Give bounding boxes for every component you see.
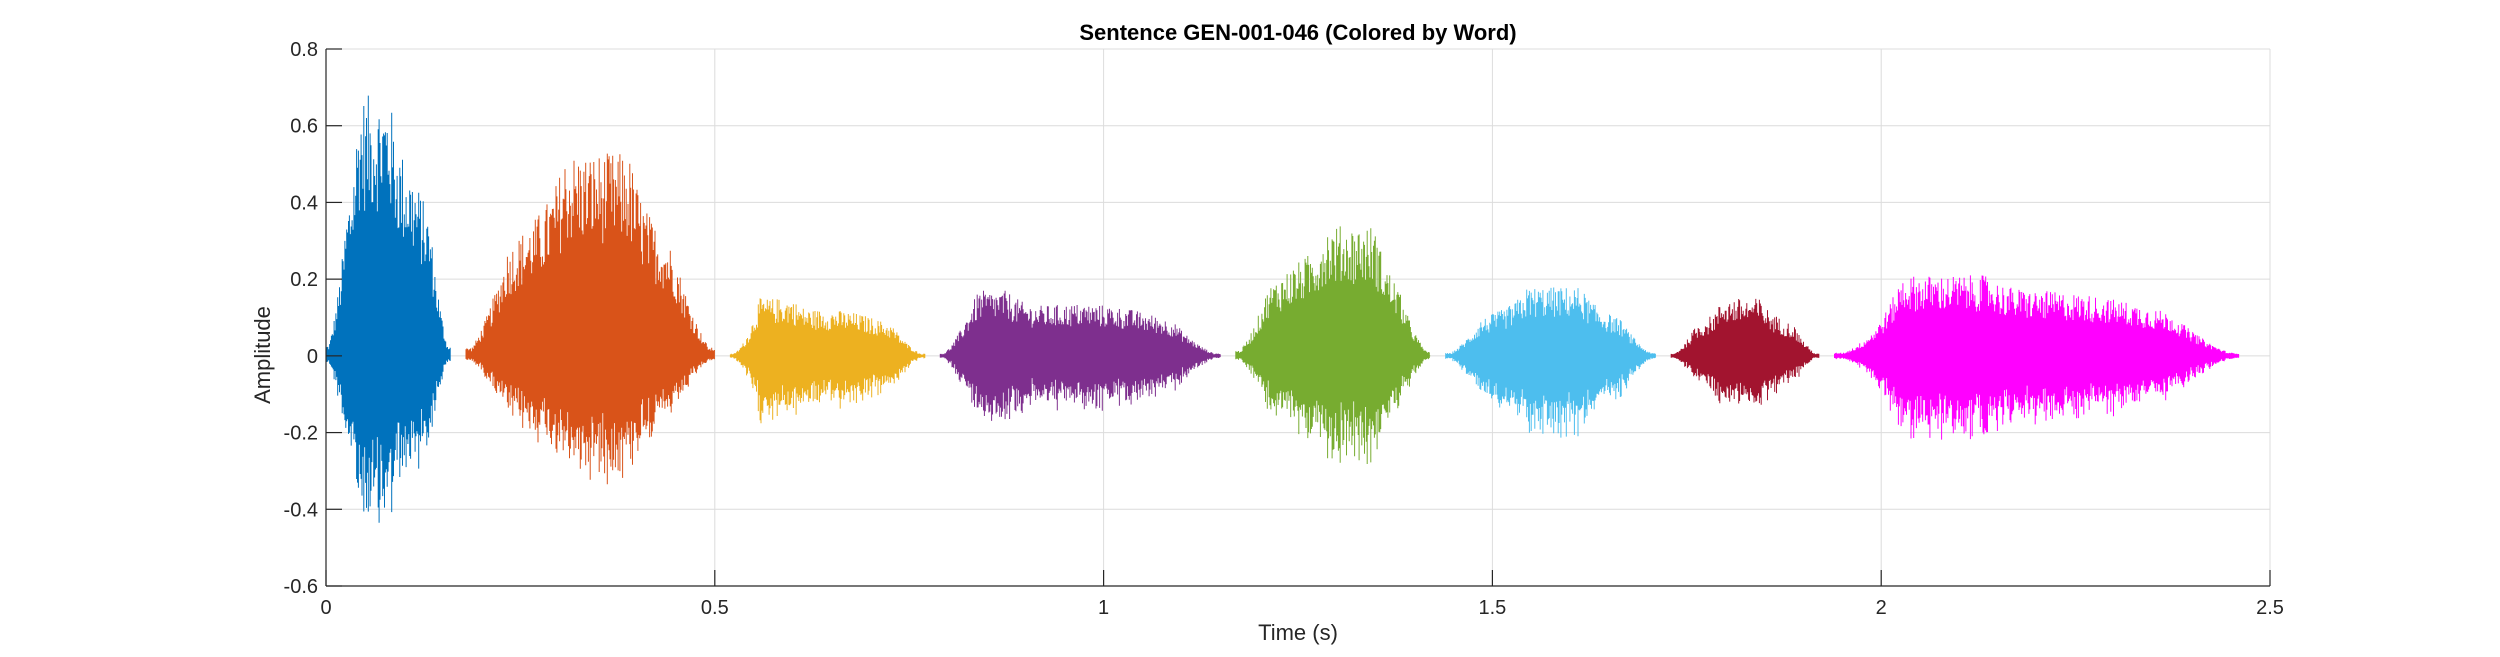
x-tick-label: 0.5: [701, 597, 729, 619]
y-tick-label: 0: [307, 346, 318, 368]
x-tick-label: 1: [1098, 597, 1109, 619]
y-tick-label: 0.6: [290, 116, 318, 138]
series-line-3: [729, 298, 926, 424]
y-tick-label: 0.8: [290, 39, 318, 61]
chart-title: Sentence GEN-001-046 (Colored by Word): [1079, 20, 1516, 45]
y-tick-label: 0.2: [290, 269, 318, 291]
ticks-layer: 0 0.5 1 1.5 2 2.5 -0.6 -0.4 -0.2 0 0.2 0.4 0.6 0.8: [284, 39, 2284, 619]
y-tick-label: -0.4: [284, 499, 318, 521]
y-tick-label: -0.6: [284, 576, 318, 598]
series-line-6: [1445, 287, 1656, 438]
series-line-8: [1834, 275, 2240, 440]
series-line-2: [465, 153, 715, 485]
x-axis-title: Time (s): [1258, 620, 1338, 645]
x-tick-label: 0: [320, 597, 331, 619]
y-tick-label: -0.2: [284, 423, 318, 445]
series-line-7: [1670, 298, 1820, 405]
axes-layer: [325, 49, 2270, 587]
x-tick-label: 1.5: [1478, 597, 1506, 619]
y-tick-label: 0.4: [290, 192, 318, 214]
series-line-5: [1235, 226, 1431, 464]
series-line-4: [939, 290, 1221, 421]
x-tick-label: 2: [1876, 597, 1887, 619]
y-axis-title: Amplitude: [250, 306, 275, 404]
series-layer: [325, 95, 2240, 523]
x-tick-label: 2.5: [2256, 597, 2284, 619]
